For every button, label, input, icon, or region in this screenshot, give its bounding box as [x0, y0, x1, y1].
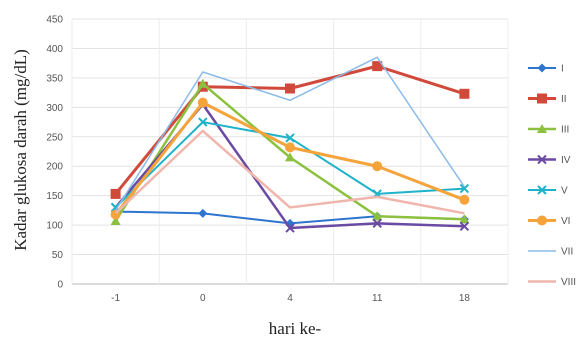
x-axis-title: hari ke- — [269, 319, 322, 338]
legend-label: VI — [561, 216, 570, 227]
legend-item-iii: III — [528, 124, 569, 136]
legend-marker — [537, 124, 547, 133]
y-tick-label: 100 — [46, 221, 63, 232]
series-vii — [114, 56, 466, 211]
series-ii — [110, 61, 470, 199]
data-point-ii — [459, 88, 470, 99]
y-tick-label: 0 — [57, 280, 63, 291]
legend-label: IV — [561, 155, 571, 166]
legend-item-i: I — [528, 63, 564, 75]
legend-item-vi: VI — [528, 215, 570, 227]
y-tick-label: 400 — [46, 44, 63, 55]
x-tick-label: 11 — [372, 293, 383, 304]
y-tick-label: 150 — [46, 191, 63, 202]
data-point-vi — [285, 142, 295, 153]
data-point-iii — [285, 152, 295, 162]
x-tick-label: -1 — [111, 293, 120, 304]
legend-item-ii: II — [528, 93, 567, 105]
data-point-v — [198, 117, 208, 127]
legend-item-v: V — [528, 185, 568, 197]
data-point-ii — [285, 83, 295, 94]
data-point-iii — [372, 211, 383, 221]
data-point-v — [459, 183, 470, 194]
data-point-ii — [372, 61, 383, 72]
legend-marker — [537, 93, 547, 104]
data-point-iii — [197, 78, 208, 88]
y-axis-title: Kadar glukosa darah (mg/dL) — [11, 49, 30, 251]
x-tick-label: 4 — [287, 293, 293, 304]
legend-marker — [537, 154, 547, 165]
data-point-iv — [372, 218, 382, 229]
data-point-ii — [110, 188, 121, 199]
x-tick-label: 18 — [459, 293, 471, 304]
data-point-iii — [459, 214, 470, 224]
series-lines — [110, 56, 470, 233]
legend-label: V — [561, 186, 568, 197]
data-point-vi — [197, 97, 208, 108]
data-point-vi — [372, 161, 383, 172]
legend-label: VIII — [561, 277, 576, 288]
series-vi — [110, 97, 470, 220]
data-point-iv — [459, 221, 470, 231]
legend-label: III — [561, 125, 569, 136]
data-point-iv — [285, 223, 295, 233]
data-point-v — [285, 133, 295, 143]
legend-item-iv: IV — [528, 154, 571, 166]
legend-marker — [537, 215, 547, 226]
y-tick-label: 350 — [46, 73, 63, 84]
y-tick-label: 200 — [46, 162, 63, 173]
x-tick-label: 0 — [200, 293, 206, 304]
y-tick-label: 50 — [52, 250, 64, 261]
series-line-iii — [114, 82, 465, 222]
axes: 0 50 100 150 200 250 300 350 400 450 -1 0 4 11 18 — [46, 15, 470, 305]
series-viii — [114, 129, 465, 215]
series-line-viii — [114, 129, 465, 215]
legend-label: I — [561, 64, 564, 75]
legend-marker — [537, 185, 547, 195]
series-line-vii — [114, 56, 466, 211]
series-iii — [110, 78, 470, 225]
data-point-i — [198, 208, 208, 218]
y-tick-label: 450 — [46, 15, 63, 26]
legend-marker — [537, 63, 547, 73]
legend-item-vii: VII — [528, 247, 573, 258]
y-tick-label: 300 — [46, 103, 63, 114]
legend-label: VII — [561, 247, 573, 258]
data-point-iii — [110, 215, 121, 225]
legend-label: II — [561, 94, 567, 105]
y-tick-label: 250 — [46, 132, 63, 143]
legend-item-viii: VIII — [528, 277, 576, 288]
data-point-vi — [459, 194, 470, 205]
